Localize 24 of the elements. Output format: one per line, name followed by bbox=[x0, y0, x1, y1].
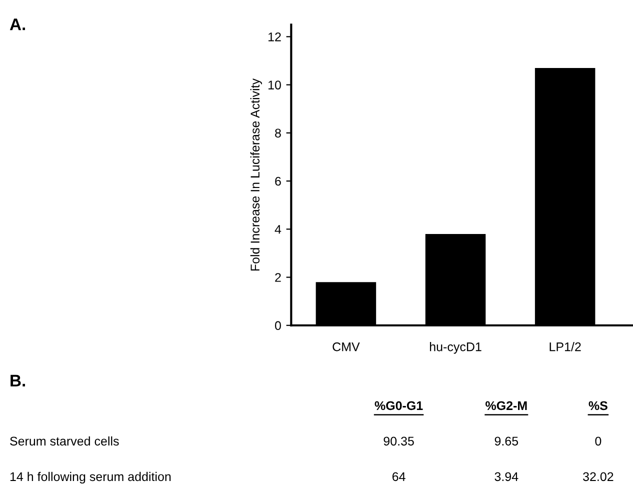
text: 14 h following serum addition bbox=[10, 472, 171, 484]
text: 3.94 bbox=[494, 472, 518, 482]
text: 9.65 bbox=[494, 436, 518, 446]
text: %G2-M bbox=[486, 401, 527, 410]
text: B. bbox=[10, 374, 26, 386]
y-tick-label: 6 bbox=[275, 176, 281, 186]
x-tick-label: LP1/2 bbox=[550, 342, 581, 352]
text: 0 bbox=[595, 436, 602, 446]
x-tick-label: CMV bbox=[332, 342, 360, 352]
y-tick-label: 0 bbox=[274, 321, 281, 330]
y-tick-label: 10 bbox=[268, 80, 281, 90]
text: Serum starved cells bbox=[10, 436, 119, 446]
text: %S bbox=[588, 401, 608, 410]
text: 32.02 bbox=[583, 472, 614, 482]
x-tick-label: hu-cycD1 bbox=[430, 342, 482, 354]
y-tick-label: 12 bbox=[268, 32, 281, 42]
y-tick-label: 2 bbox=[275, 273, 281, 282]
text: 64 bbox=[392, 472, 406, 482]
text: 90.35 bbox=[384, 436, 414, 446]
y-axis-title: Fold Increase In Luciferase Activity bbox=[250, 78, 262, 271]
text: A. bbox=[10, 18, 26, 30]
y-tick-label: 8 bbox=[275, 128, 281, 138]
y-tick-label: 4 bbox=[274, 225, 282, 234]
text: %G0-G1 bbox=[374, 401, 423, 410]
